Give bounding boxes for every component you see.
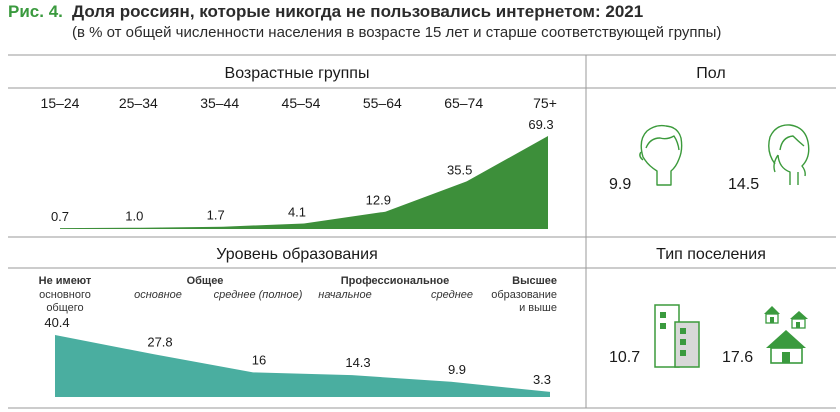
education-category-label: образование — [491, 289, 557, 301]
age-category-label: 55–64 — [363, 95, 402, 111]
education-area-chart: 40.4 27.8 16 14.3 9.9 3.3 Не имеют основногообщ… — [39, 275, 557, 397]
city-building-icon — [654, 304, 700, 368]
education-value-label: 40.4 — [44, 315, 69, 330]
education-group-label: Профессиональное — [341, 275, 450, 287]
rural-houses-icon — [764, 306, 808, 364]
education-value-label: 16 — [252, 352, 266, 367]
age-category-label: 65–74 — [444, 95, 483, 111]
education-category-label: основного — [39, 289, 91, 301]
education-value-label: 9.9 — [448, 362, 466, 377]
education-value-label: 14.3 — [345, 355, 370, 370]
figure-title: Доля россиян, которые никогда не пользов… — [72, 2, 644, 21]
male-head-icon — [639, 124, 683, 186]
figure-label: Рис. 4. — [8, 2, 63, 21]
education-group-label: Высшее — [512, 275, 557, 287]
education-category-label: среднее — [431, 289, 473, 301]
age-value-label: 12.9 — [366, 193, 391, 208]
age-area-series — [60, 136, 548, 229]
age-panel-title: Возрастные группы — [225, 65, 370, 82]
age-value-label: 69.3 — [528, 117, 553, 132]
age-value-label: 0.7 — [51, 209, 69, 224]
education-value-label: 27.8 — [147, 334, 172, 349]
education-category-label: и выше — [519, 302, 557, 314]
age-value-label: 1.0 — [125, 209, 143, 224]
sex-panel: 9.9 14.5 — [609, 124, 810, 193]
age-category-label: 75+ — [533, 95, 557, 111]
age-category-label: 15–24 — [41, 95, 80, 111]
age-area-chart: 15–24 25–34 35–44 45–54 55–64 65–74 75+ 0.7 1.0 1… — [41, 95, 557, 229]
settlement-panel-title: Тип поселения — [656, 246, 766, 263]
education-category-label: общего — [46, 302, 83, 314]
city-value-label: 10.7 — [609, 349, 640, 366]
age-value-label: 1.7 — [207, 208, 225, 223]
education-category-label: начальное — [318, 289, 371, 301]
rural-value-label: 17.6 — [722, 349, 753, 366]
education-category-label: основное — [134, 289, 182, 301]
settlement-panel: 10.7 17.6 — [609, 304, 808, 368]
education-group-label: Не имеют — [39, 275, 92, 287]
education-category-label: среднее (полное) — [214, 289, 303, 301]
age-category-label: 35–44 — [200, 95, 239, 111]
male-value-label: 9.9 — [609, 176, 631, 193]
edu-panel-title: Уровень образования — [216, 246, 377, 263]
female-value-label: 14.5 — [728, 176, 759, 193]
age-category-label: 25–34 — [119, 95, 158, 111]
age-value-label: 4.1 — [288, 204, 306, 219]
education-group-label: Общее — [187, 275, 224, 287]
age-value-label: 35.5 — [447, 162, 472, 177]
education-area-series — [55, 335, 550, 397]
sex-panel-title: Пол — [696, 65, 725, 82]
figure-subtitle: (в % от общей численности населения в во… — [72, 24, 722, 41]
age-category-label: 45–54 — [282, 95, 321, 111]
female-head-icon — [768, 124, 810, 185]
education-value-label: 3.3 — [533, 372, 551, 387]
